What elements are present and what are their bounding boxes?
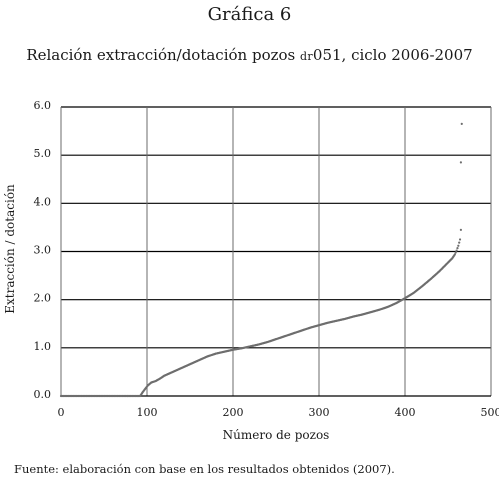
data-point bbox=[458, 241, 461, 244]
chart-title-prefix: Relación extracción/dotación pozos bbox=[26, 46, 300, 64]
scatter-chart: 0.0 1.0 2.0 3.0 4.0 5.0 6.0 0 100 200 300 400 500 Nú… bbox=[3, 99, 499, 442]
outlier-point bbox=[460, 122, 463, 125]
y-tick-label: 3.0 bbox=[34, 244, 52, 257]
y-tick-label: 5.0 bbox=[34, 147, 52, 160]
data-point bbox=[457, 244, 460, 247]
data-point bbox=[453, 253, 456, 256]
data-point bbox=[459, 228, 462, 231]
chart-title: Relación extracción/dotación pozos dr051… bbox=[0, 46, 499, 64]
data-point bbox=[456, 247, 459, 250]
data-point bbox=[455, 249, 458, 252]
tick-labels: 0.0 1.0 2.0 3.0 4.0 5.0 6.0 0 100 200 300 400 500 bbox=[34, 99, 499, 419]
x-tick-label: 200 bbox=[223, 406, 244, 419]
y-tick-label: 4.0 bbox=[34, 195, 52, 208]
y-tick-label: 1.0 bbox=[34, 340, 52, 353]
x-axis-label: Número de pozos bbox=[223, 428, 330, 442]
y-tick-label: 0.0 bbox=[34, 388, 52, 401]
x-tick-label: 400 bbox=[395, 406, 416, 419]
y-tick-label: 6.0 bbox=[34, 99, 52, 112]
x-tick-label: 300 bbox=[309, 406, 330, 419]
chart-title-suffix: 051, ciclo 2006-2007 bbox=[312, 46, 473, 64]
data-points bbox=[59, 122, 463, 398]
x-tick-label: 500 bbox=[481, 406, 499, 419]
x-tick-label: 100 bbox=[137, 406, 158, 419]
x-tick-label: 0 bbox=[58, 406, 65, 419]
figure-label: Gráfica 6 bbox=[207, 4, 292, 25]
y-tick-label: 2.0 bbox=[34, 292, 52, 305]
outlier-point bbox=[459, 161, 462, 164]
source-note: Fuente: elaboración con base en los resu… bbox=[14, 462, 395, 476]
chart-title-code: dr bbox=[300, 50, 313, 63]
y-axis-label: Extracción / dotación bbox=[3, 184, 17, 314]
grid-lines bbox=[61, 106, 491, 396]
data-point bbox=[454, 251, 457, 254]
data-point bbox=[458, 238, 462, 241]
